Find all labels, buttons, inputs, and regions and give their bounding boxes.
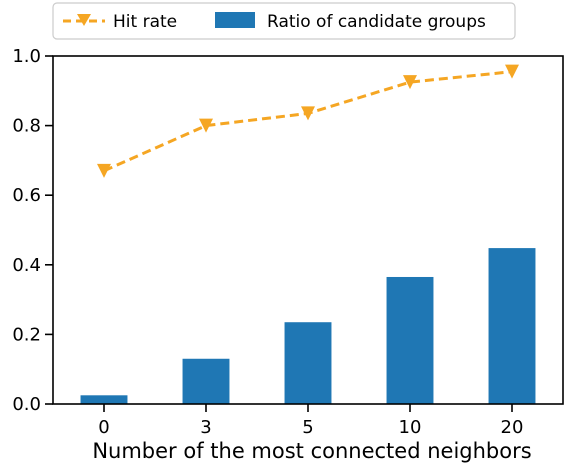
bar-5 — [284, 322, 332, 404]
y-tick-label-0.6: 0.6 — [12, 185, 41, 206]
x-tick-label-3: 3 — [200, 417, 211, 438]
y-tick-label-0.0: 0.0 — [12, 394, 41, 415]
hit-rate-point-10 — [403, 75, 417, 90]
y-tick-label-0.2: 0.2 — [12, 324, 41, 345]
x-axis-label: Number of the most connected neighbors — [92, 439, 531, 463]
hit-rate-line — [103, 70, 513, 173]
hit-rate-point-5 — [301, 106, 315, 121]
line-series-group — [97, 64, 519, 178]
x-tick-label-10: 10 — [399, 417, 422, 438]
y-tick-label-0.4: 0.4 — [12, 255, 41, 276]
legend-bar-swatch — [215, 12, 255, 28]
bar-0 — [80, 395, 128, 404]
legend-marker-swatch — [77, 14, 91, 26]
x-tick-label-20: 20 — [501, 417, 524, 438]
bars-group — [80, 248, 536, 404]
hit-rate-point-3 — [199, 118, 213, 133]
legend-label-candidate-groups: Ratio of candidate groups — [267, 12, 486, 32]
legend: Hit rate Ratio of candidate groups — [52, 2, 516, 40]
hit-rate-point-20 — [505, 64, 519, 79]
y-tick-label-0.8: 0.8 — [12, 116, 41, 137]
bar-10 — [386, 276, 434, 404]
legend-label-hit-rate: Hit rate — [113, 12, 177, 32]
axes-group: 0.0 0.2 0.4 0.6 0.8 1.0 0 3 5 10 20 — [12, 46, 564, 438]
legend-box — [52, 2, 516, 40]
hit-rate-point-0 — [97, 163, 111, 178]
x-tick-label-0: 0 — [98, 417, 109, 438]
y-tick-label-1.0: 1.0 — [12, 46, 41, 67]
x-tick-label-5: 5 — [302, 417, 313, 438]
bar-20 — [488, 248, 536, 404]
bar-3 — [182, 358, 230, 404]
